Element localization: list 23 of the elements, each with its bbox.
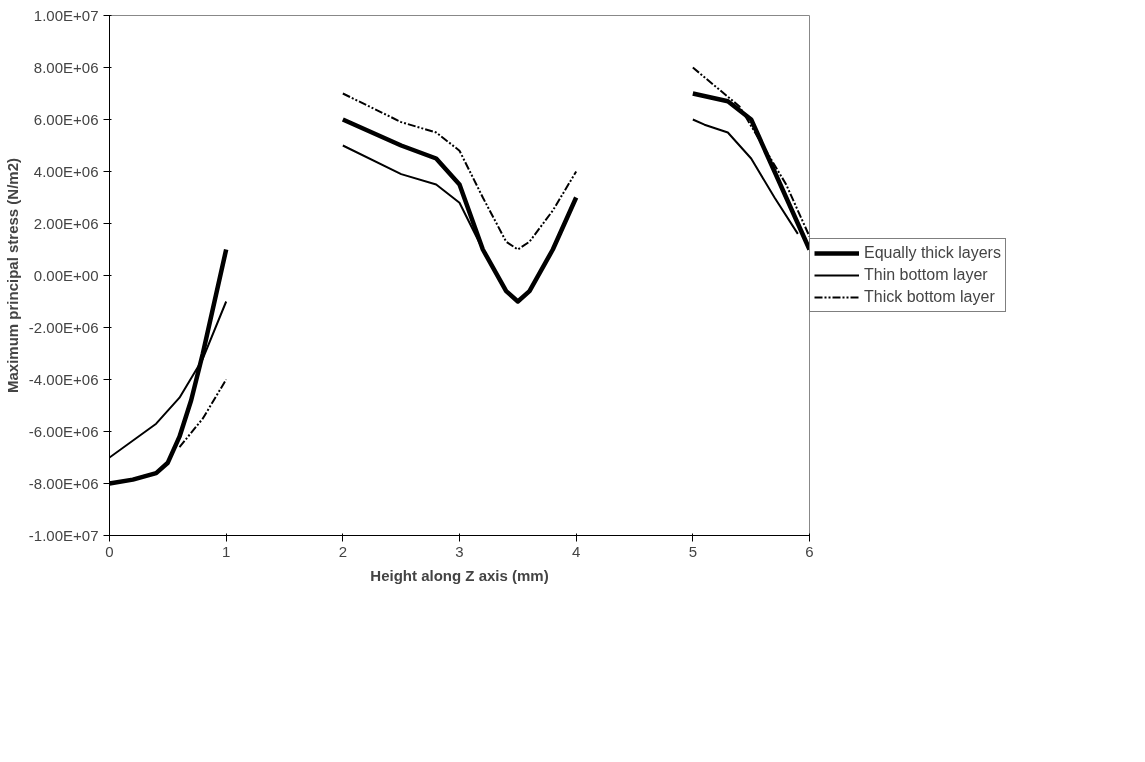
y-tick-label: -8.00E+06 — [28, 475, 99, 492]
y-tick-label: -4.00E+06 — [28, 371, 99, 388]
legend-label: Thin bottom layer — [864, 266, 988, 284]
y-tick-label: 1.00E+07 — [33, 7, 99, 24]
legend-label: Thick bottom layer — [864, 288, 995, 306]
x-tick-label: 0 — [105, 542, 114, 560]
y-tick-label: 8.00E+06 — [33, 59, 99, 76]
x-tick-label: 2 — [338, 542, 348, 560]
y-tick-label: 6.00E+06 — [33, 111, 99, 128]
legend-label: Equally thick layers — [864, 244, 1001, 262]
y-axis-title: Maximum principal stress (N/m2) — [3, 157, 21, 394]
x-axis-title: Height along Z axis (mm) — [370, 566, 549, 584]
y-tick-label: -1.00E+07 — [28, 527, 99, 544]
y-tick-label: -6.00E+06 — [28, 423, 99, 440]
y-tick-label: 0.00E+00 — [33, 267, 99, 284]
x-tick-label: 4 — [572, 542, 581, 560]
x-tick-label: 1 — [222, 542, 231, 560]
x-tick-label: 3 — [455, 542, 464, 560]
x-tick-label: 6 — [805, 542, 814, 560]
x-tick-label: 5 — [688, 542, 698, 560]
y-tick-label: 4.00E+06 — [33, 163, 99, 180]
y-tick-label: -2.00E+06 — [28, 319, 99, 336]
y-tick-label: 2.00E+06 — [33, 215, 99, 232]
